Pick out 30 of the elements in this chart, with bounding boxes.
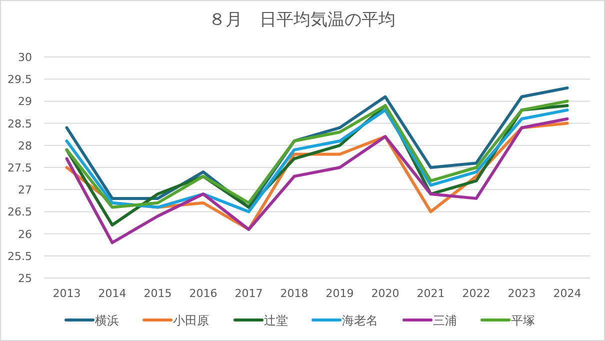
legend-label: 横浜 (95, 314, 119, 328)
x-tick-label: 2022 (462, 287, 490, 300)
y-tick-label: 25.5 (8, 250, 32, 263)
y-tick-label: 26 (18, 228, 32, 241)
y-tick-label: 29.5 (8, 73, 32, 86)
y-tick-label: 28.5 (8, 117, 32, 130)
x-tick-label: 2023 (508, 287, 536, 300)
legend-label: 小田原 (173, 314, 209, 328)
legend-label: 辻堂 (264, 314, 288, 328)
y-tick-label: 26.5 (8, 206, 32, 219)
title: ８月 日平均気温の平均 (208, 10, 396, 30)
x-tick-label: 2013 (52, 287, 81, 300)
y-tick-label: 27.5 (8, 162, 32, 174)
y-tick-label: 28 (18, 139, 32, 152)
x-tick-label: 2021 (416, 287, 445, 300)
legend-label: 三浦 (433, 314, 457, 328)
x-tick-label: 2014 (98, 287, 126, 300)
y-tick-label: 29 (18, 95, 32, 108)
x-tick-label: 2017 (234, 287, 263, 300)
x-tick-label: 2015 (144, 287, 172, 300)
x-tick-label: 2019 (326, 287, 354, 300)
legend-label: 平塚 (511, 314, 535, 328)
legend-label: 海老名 (342, 314, 378, 328)
y-tick-label: 27 (18, 184, 32, 197)
y-tick-label: 30 (18, 51, 32, 64)
y-tick-label: 25 (18, 272, 32, 285)
x-tick-label: 2020 (371, 287, 400, 300)
x-tick-label: 2024 (553, 287, 582, 300)
x-tick-label: 2016 (189, 287, 218, 300)
x-tick-label: 2018 (280, 287, 308, 300)
